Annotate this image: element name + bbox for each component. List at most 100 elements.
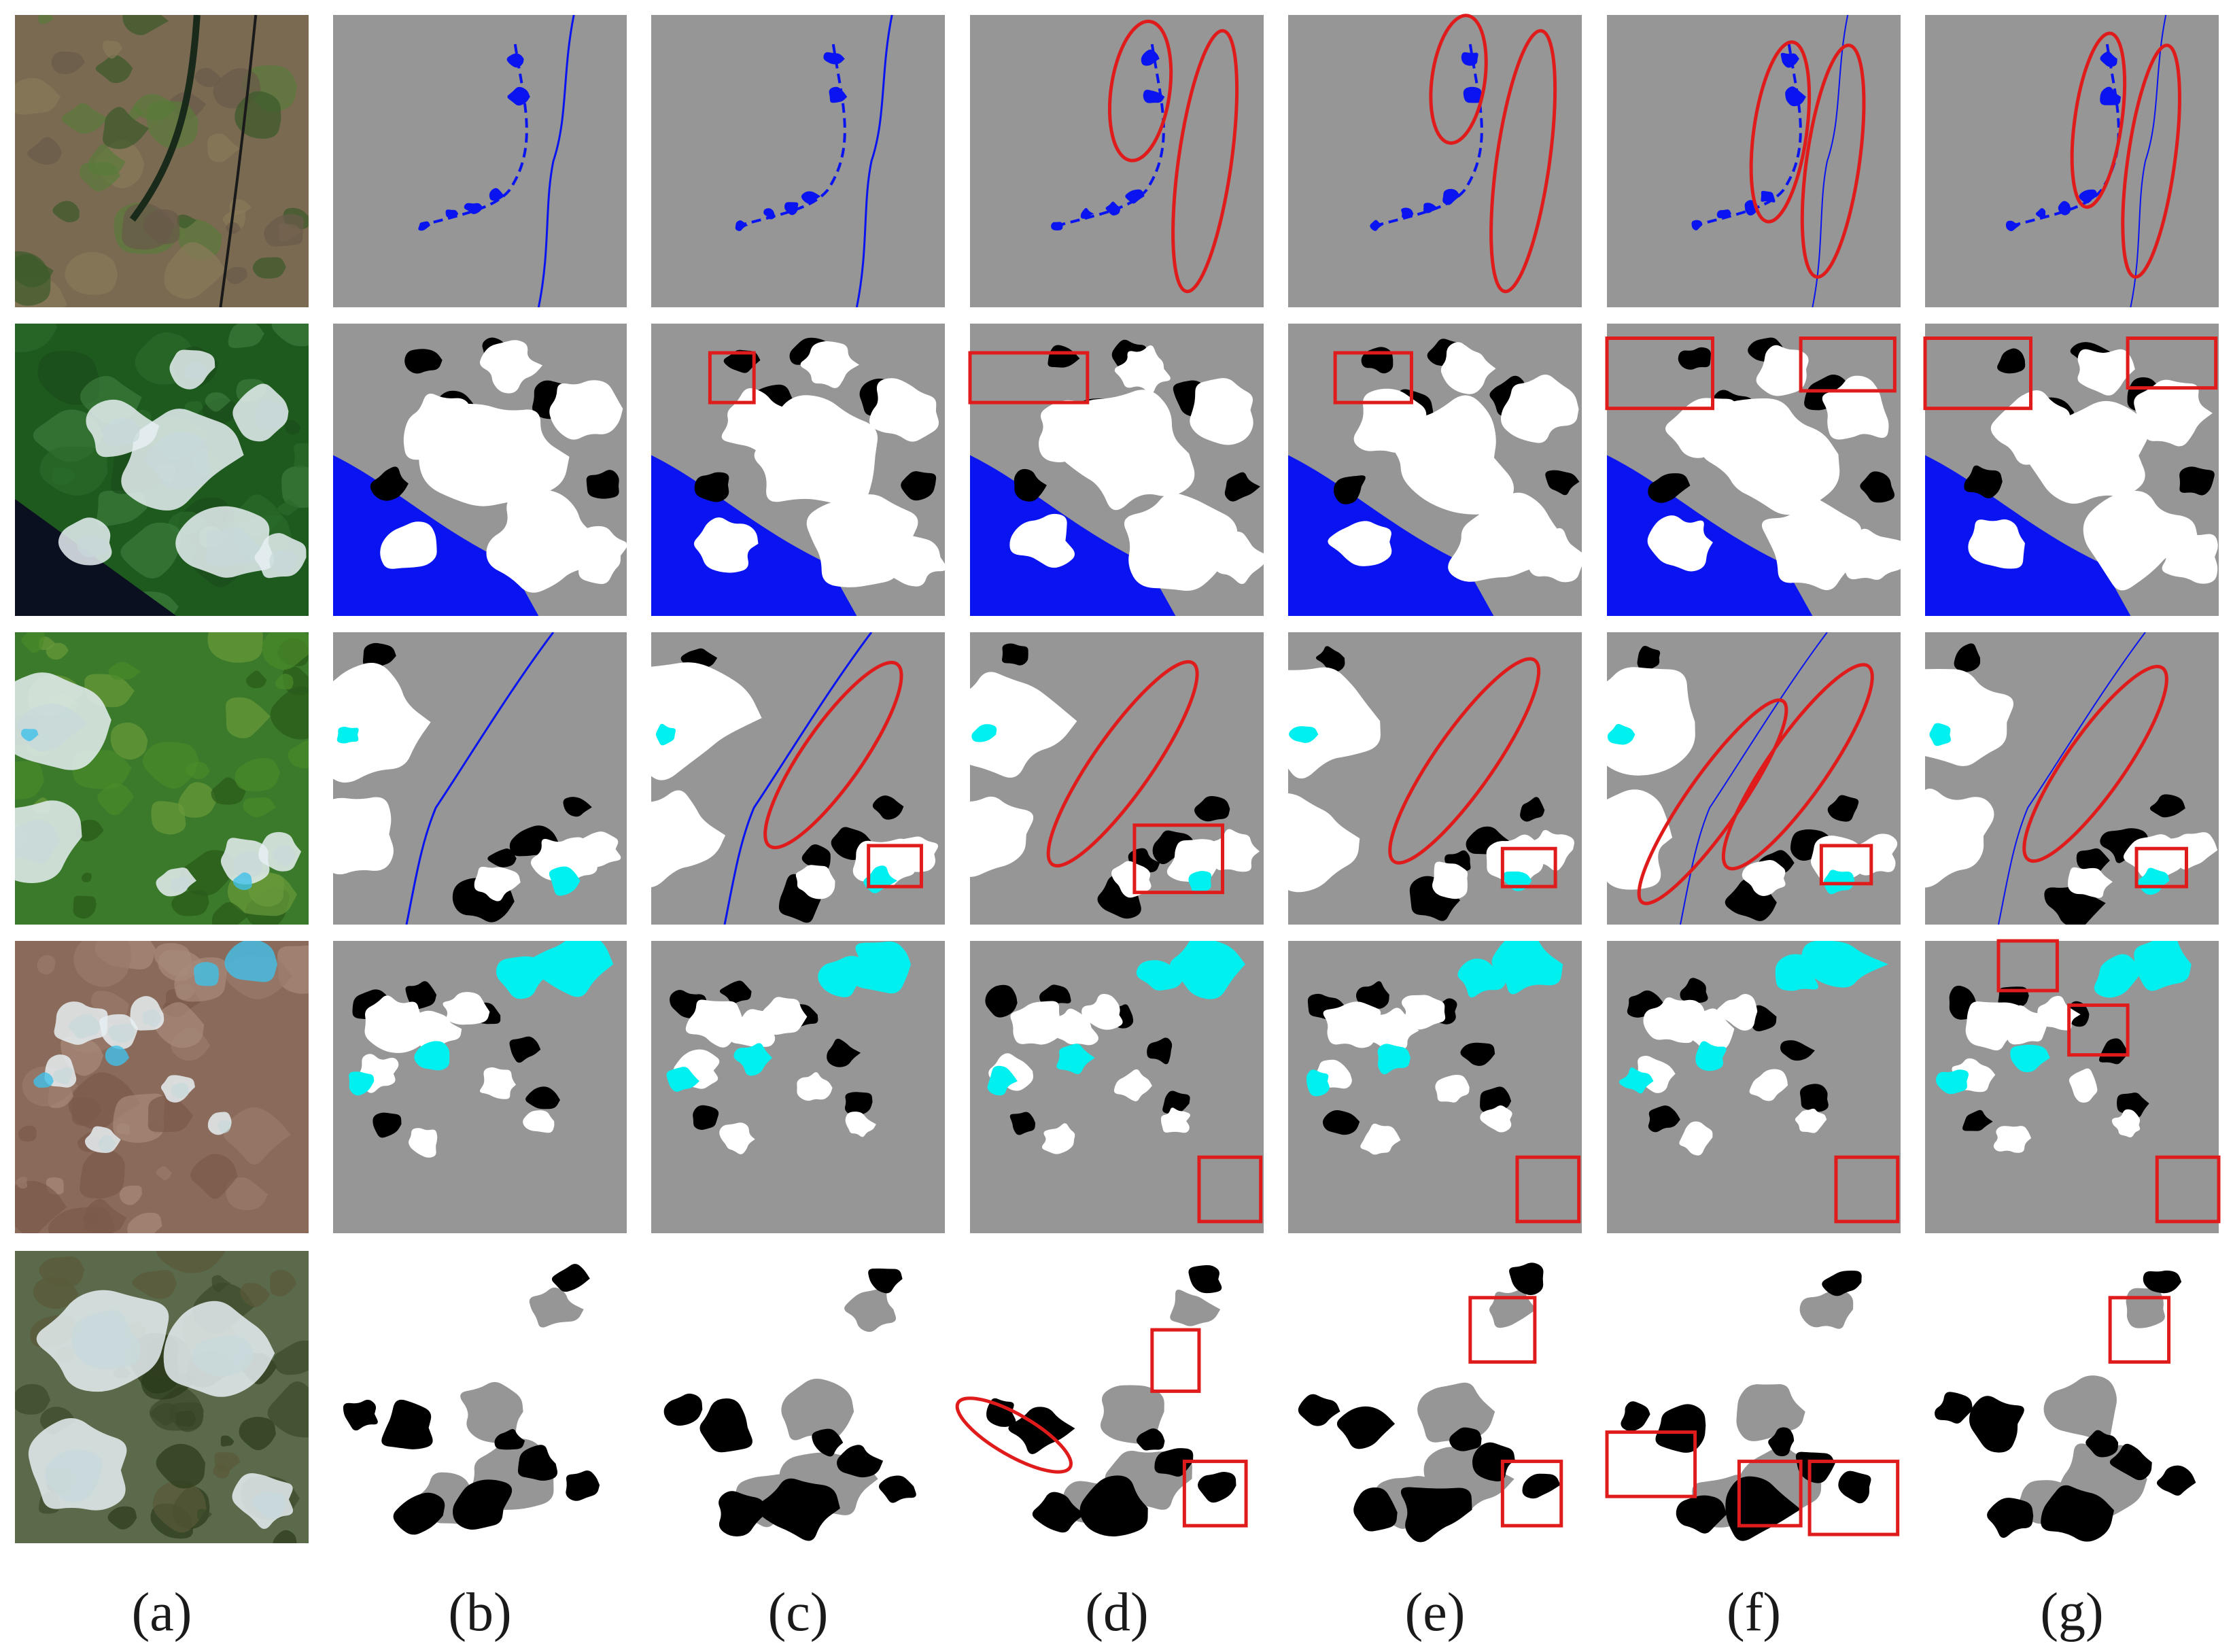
shadow-region bbox=[2076, 848, 2110, 874]
shadow-region bbox=[2156, 1465, 2196, 1496]
shadow-region bbox=[1147, 1037, 1173, 1065]
cloud-region bbox=[1993, 1126, 2032, 1153]
highlight-ellipse bbox=[763, 660, 903, 850]
highlight-ellipse bbox=[2022, 664, 2168, 863]
cloud-region bbox=[1665, 398, 1747, 458]
shadow-region bbox=[404, 349, 443, 374]
cloud-region bbox=[693, 517, 759, 573]
cloud-region bbox=[474, 866, 521, 901]
shadow-region bbox=[1827, 795, 1859, 822]
shadow-region bbox=[1964, 465, 2003, 498]
highlight-ellipse bbox=[1429, 14, 1488, 145]
shadow-region bbox=[1621, 1401, 1650, 1432]
panel-r3-c bbox=[651, 632, 945, 925]
panel-r4-a bbox=[15, 941, 309, 1233]
highlight-box bbox=[1132, 823, 1225, 895]
shadow-region bbox=[1194, 795, 1230, 822]
cloud-region bbox=[1039, 400, 1120, 462]
highlight-box bbox=[867, 844, 923, 889]
panel-r1-d bbox=[970, 15, 1264, 307]
cloud-region bbox=[443, 992, 490, 1025]
snow-region bbox=[1619, 1067, 1654, 1094]
cloud-region bbox=[1647, 515, 1713, 572]
cloud-region bbox=[1114, 345, 1171, 394]
shadow-region bbox=[1648, 1105, 1680, 1133]
shadow-region bbox=[1780, 1040, 1815, 1061]
cloud-region bbox=[1353, 388, 1427, 453]
snow-region bbox=[733, 1043, 773, 1076]
shadow-region bbox=[1637, 646, 1661, 672]
cloud-region bbox=[719, 1122, 755, 1154]
cloud-region bbox=[1288, 667, 1381, 779]
cloud-region bbox=[721, 388, 794, 455]
cloud-region bbox=[479, 1067, 516, 1099]
cloud-region bbox=[1529, 829, 1574, 871]
highlight-box bbox=[2067, 1003, 2130, 1057]
shadow-region bbox=[1768, 1427, 1795, 1457]
highlight-ellipse bbox=[1749, 40, 1812, 224]
snow-region bbox=[655, 723, 676, 746]
shadow-region bbox=[723, 349, 761, 373]
shadow-region bbox=[1400, 1487, 1472, 1543]
shadow-region bbox=[2098, 1038, 2129, 1065]
cloud-region bbox=[1480, 1105, 1512, 1133]
cloud-region bbox=[1500, 374, 1579, 443]
cloud-region bbox=[759, 997, 808, 1035]
highlight-ellipse bbox=[1388, 657, 1541, 865]
shadow-region bbox=[1648, 473, 1691, 503]
cloud-region bbox=[333, 663, 431, 783]
highlight-ellipse bbox=[2070, 31, 2127, 209]
panel-r2-a bbox=[15, 324, 309, 616]
shadow-region bbox=[563, 797, 592, 817]
cloud-region bbox=[1607, 667, 1695, 776]
shadow-region bbox=[1315, 646, 1345, 672]
shadow-region bbox=[1162, 1090, 1190, 1114]
column-label-g: (g) bbox=[2040, 1583, 2103, 1642]
shadow-region bbox=[1860, 471, 1895, 503]
cloud-region bbox=[1716, 994, 1758, 1031]
cloud-region bbox=[1435, 1074, 1470, 1103]
shadow-region bbox=[1333, 475, 1366, 504]
panel-r2-f bbox=[1605, 324, 1901, 616]
snow-region bbox=[1289, 726, 1319, 743]
snow-region bbox=[854, 941, 911, 994]
shadow-region bbox=[1449, 1427, 1482, 1451]
highlight-box bbox=[1923, 337, 2033, 411]
cloud-region bbox=[685, 999, 744, 1048]
cloud-region bbox=[1328, 521, 1392, 566]
cloud-region bbox=[970, 672, 1077, 778]
highlight-box bbox=[1182, 1460, 1248, 1528]
cloud-region bbox=[2162, 532, 2218, 584]
cloud-region bbox=[2083, 490, 2199, 591]
river-line bbox=[855, 15, 893, 307]
cloud-region bbox=[1679, 1121, 1713, 1156]
cloud-region bbox=[578, 831, 621, 868]
cloud-region bbox=[1968, 519, 2025, 569]
snow-region bbox=[2010, 1044, 2050, 1073]
shadow-region bbox=[837, 1445, 884, 1478]
shadow-region bbox=[1655, 1404, 1706, 1453]
shadow-region bbox=[1472, 1442, 1515, 1482]
panel-r4-c bbox=[651, 941, 945, 1233]
panel-r5-e bbox=[1288, 1251, 1582, 1543]
cloud-region bbox=[409, 1010, 462, 1052]
cloud-region bbox=[403, 393, 477, 460]
cloud-region bbox=[2111, 1109, 2141, 1138]
panel-r3-g bbox=[1925, 632, 2219, 925]
cloud-region bbox=[1607, 789, 1673, 890]
highlight-ellipse bbox=[1107, 19, 1173, 162]
cloud-region bbox=[1111, 861, 1152, 898]
cloud-region bbox=[380, 521, 437, 569]
shadow-region bbox=[370, 466, 409, 501]
highlight-box bbox=[1333, 351, 1413, 405]
shadow-region bbox=[525, 1086, 560, 1109]
snow-region bbox=[1056, 1044, 1095, 1074]
shadow-region bbox=[663, 1393, 703, 1426]
cloud-region bbox=[1010, 1001, 1064, 1045]
panel-r2-e bbox=[1288, 324, 1582, 616]
panel-r1-f bbox=[1607, 15, 1901, 307]
shadow-region bbox=[872, 795, 904, 820]
shadow-region bbox=[551, 1264, 590, 1292]
snow-region bbox=[1607, 723, 1635, 745]
panel-r2-c bbox=[651, 324, 945, 616]
